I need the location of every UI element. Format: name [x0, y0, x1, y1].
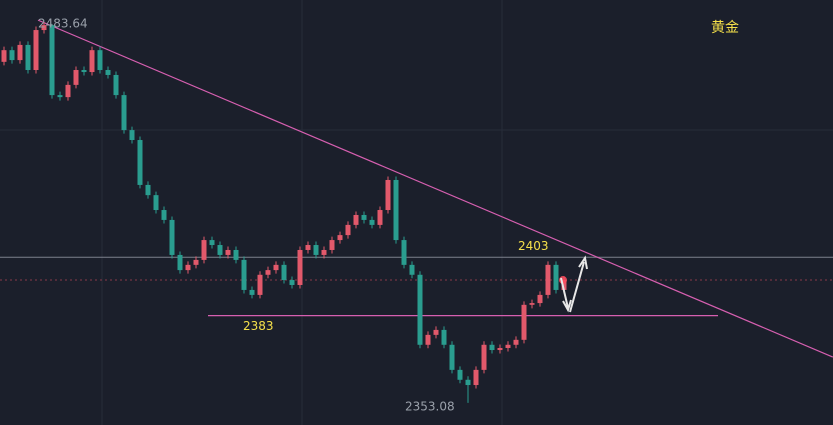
candle-body — [169, 219, 175, 255]
candle-body — [193, 259, 199, 265]
candle-body — [25, 44, 31, 71]
candle-body — [513, 339, 519, 345]
candle-body — [81, 70, 87, 73]
candle-body — [137, 140, 143, 185]
level-label: 2403 — [518, 239, 549, 253]
candle-body — [217, 245, 223, 255]
candle-body — [481, 344, 487, 370]
candle-body — [273, 264, 279, 271]
candle-body — [9, 50, 15, 61]
candle-body — [233, 249, 239, 260]
candle-body — [17, 44, 23, 61]
resistance-line — [37, 19, 833, 358]
candle-body — [281, 264, 287, 281]
candle-body — [529, 303, 535, 305]
plot — [0, 19, 833, 403]
candle-body — [41, 25, 47, 31]
candle-body — [249, 289, 255, 295]
candle-body — [73, 70, 79, 85]
candle-body — [553, 264, 559, 290]
candle-body — [521, 304, 527, 340]
chart-title: 黄金 — [711, 19, 739, 36]
candle-body — [457, 369, 463, 380]
candle-body — [393, 179, 399, 241]
candle-body — [49, 25, 55, 96]
candle-body — [489, 344, 495, 351]
candle-body — [121, 95, 127, 131]
candle-body — [113, 74, 119, 96]
candle-body — [297, 249, 303, 285]
candle-body — [57, 95, 63, 98]
level-label: 2383 — [243, 319, 274, 333]
candle-body — [33, 30, 39, 71]
candle-body — [449, 344, 455, 370]
candle-body — [209, 240, 215, 246]
arrow-down — [560, 277, 569, 309]
level-label: 2483.64 — [38, 17, 88, 31]
candle-body — [185, 264, 191, 271]
candle-body — [425, 334, 431, 345]
candle-body — [321, 249, 327, 255]
arrows — [560, 255, 588, 313]
candle-body — [1, 50, 7, 62]
candle-body — [153, 195, 159, 211]
candle-body — [345, 224, 351, 236]
candle-body — [385, 179, 391, 211]
candle-body — [257, 274, 263, 295]
candle-body — [545, 264, 551, 295]
arrow-up — [569, 261, 585, 313]
candle-body — [329, 240, 335, 250]
candle-body — [105, 70, 111, 75]
candle-body — [497, 347, 503, 351]
arrow-head — [578, 255, 588, 270]
candle-body — [369, 219, 375, 225]
arrow-head — [562, 299, 572, 313]
candle-body — [97, 50, 103, 71]
candle-body — [177, 254, 183, 271]
candle-body — [433, 329, 439, 335]
candle-body — [89, 50, 95, 73]
candle-body — [161, 210, 167, 220]
candle-body — [505, 344, 511, 348]
candle-body — [225, 249, 231, 255]
candle-body — [409, 264, 415, 275]
candle-body — [201, 240, 207, 260]
candle-body — [145, 184, 151, 196]
candle-body — [241, 259, 247, 290]
candle-body — [265, 270, 271, 275]
candle-body — [473, 369, 479, 386]
candle-body — [337, 235, 343, 241]
candle-body — [289, 280, 295, 285]
candle-body — [465, 379, 471, 386]
candle-body — [129, 130, 135, 141]
candle-body — [65, 84, 71, 98]
candle-body — [361, 214, 367, 220]
level-label: 2353.08 — [405, 399, 455, 413]
candle-body — [441, 329, 447, 345]
candle-body — [401, 240, 407, 265]
candle-body — [537, 294, 543, 304]
candle-body — [353, 214, 359, 225]
candle-body — [561, 280, 567, 290]
candle-body — [417, 274, 423, 345]
candle-body — [313, 245, 319, 255]
candle-body — [305, 245, 311, 250]
candle-body — [377, 210, 383, 225]
